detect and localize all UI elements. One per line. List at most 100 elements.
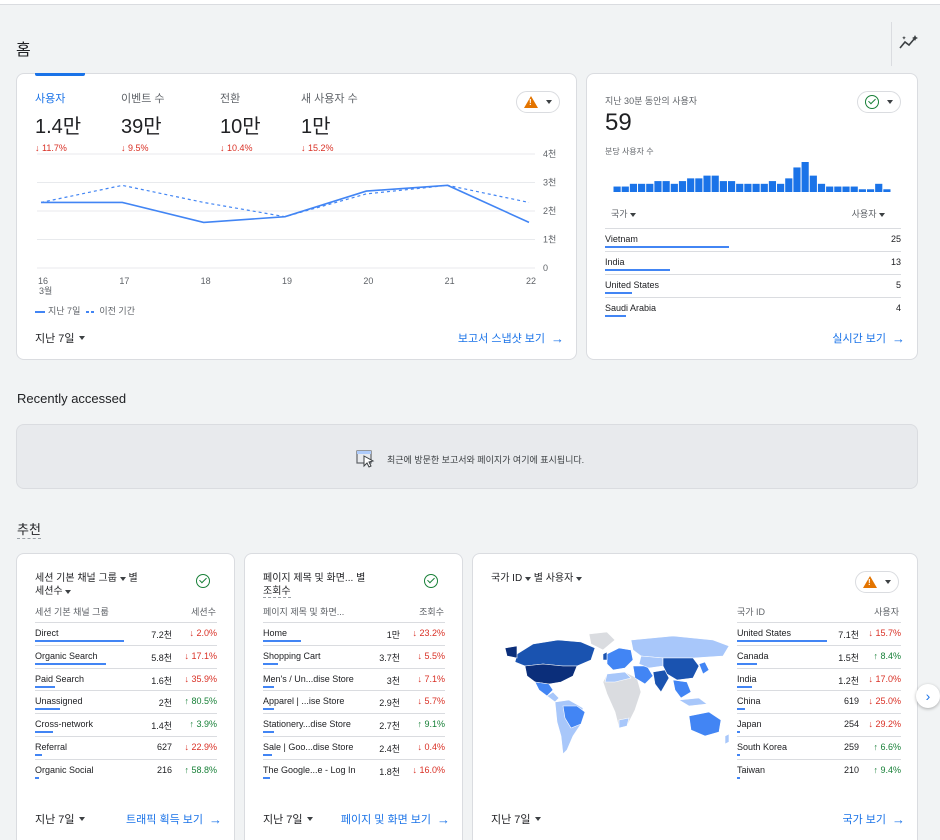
card-title[interactable]: 국가 ID 별 사용자 xyxy=(491,572,583,585)
row-share-bar xyxy=(737,708,746,711)
row-value: 7.1천 xyxy=(838,630,859,640)
row-share-bar xyxy=(737,685,752,688)
view-countries-link[interactable]: 국가 보기 → xyxy=(842,811,905,827)
recently-accessed-title: Recently accessed xyxy=(17,391,127,406)
row-divider xyxy=(263,713,445,715)
realtime-bar xyxy=(760,183,768,192)
view-pages-link[interactable]: 페이지 및 화면 보기 → xyxy=(341,811,450,827)
row-label[interactable]: Men's / Un...dise Store xyxy=(263,673,354,684)
row-label[interactable]: South Korea xyxy=(737,742,788,752)
row-label[interactable]: Referral xyxy=(35,742,68,752)
realtime-bar xyxy=(875,183,883,192)
row-label[interactable]: Unassigned xyxy=(35,696,83,707)
row-label[interactable]: India xyxy=(605,257,625,267)
realtime-bar xyxy=(826,186,834,192)
row-label[interactable]: Canada xyxy=(737,650,769,661)
view-snapshot-link[interactable]: 보고서 스냅샷 보기 → xyxy=(458,330,564,346)
row-label[interactable]: The Google...e - Log In xyxy=(263,764,356,775)
row-divider xyxy=(737,736,901,737)
row-label[interactable]: Organic Search xyxy=(35,650,98,661)
realtime-bar xyxy=(654,181,662,192)
date-range-selector[interactable]: 지난 7일 xyxy=(491,811,541,827)
title-metric: 사용자 xyxy=(545,573,574,584)
metric-new-users[interactable]: 새 사용자 수 1만 ↓ 15.2% xyxy=(301,90,358,153)
row-label[interactable]: Cross-network xyxy=(35,719,94,730)
view-realtime-link[interactable]: 실시간 보기 → xyxy=(832,330,905,346)
row-divider xyxy=(605,297,901,298)
row-label[interactable]: India xyxy=(737,673,757,684)
status-button[interactable] xyxy=(857,91,901,113)
row-label[interactable]: Vietnam xyxy=(605,234,638,244)
date-range-selector[interactable]: 지난 7일 xyxy=(35,811,85,827)
realtime-bar xyxy=(793,167,801,192)
row-label[interactable]: Paid Search xyxy=(35,673,85,684)
map-russia xyxy=(630,635,730,659)
metric-delta: ↓ 15.2% xyxy=(301,143,334,153)
row-delta: ↓ 22.9% xyxy=(184,742,217,752)
row-label[interactable]: Sale | Goo...dise Store xyxy=(263,742,354,752)
row-delta: ↓ 5.5% xyxy=(417,650,445,661)
row-label[interactable]: Shopping Cart xyxy=(263,650,321,661)
x-tick-label: 21 xyxy=(445,276,455,286)
realtime-subtitle: 분당 사용자 수 xyxy=(605,147,654,156)
row-value: 4 xyxy=(895,303,901,313)
link-label: 트래픽 획득 보기 xyxy=(126,814,203,826)
column-header-dimension[interactable]: 세션 기본 채널 그룹 xyxy=(35,607,109,617)
column-header-dimension[interactable]: 국가 ID xyxy=(737,607,766,617)
metric-events[interactable]: 이벤트 수 39만 ↓ 9.5% xyxy=(121,90,165,153)
card-title[interactable]: 세션 기본 채널 그룹 별 세션수 xyxy=(35,572,138,598)
realtime-bar xyxy=(703,175,711,192)
column-header-metric[interactable]: 세션수 xyxy=(191,607,216,617)
row-label[interactable]: Japan xyxy=(737,719,762,730)
arrow-right-icon: → xyxy=(551,330,564,346)
date-range-selector[interactable]: 지난 7일 xyxy=(35,330,85,346)
anomaly-button[interactable] xyxy=(855,571,899,593)
row-label[interactable]: Saudi Arabia xyxy=(605,303,657,313)
column-users[interactable]: 사용자 xyxy=(852,207,885,220)
column-header-metric[interactable]: 사용자 xyxy=(874,607,899,617)
date-range-selector[interactable]: 지난 7일 xyxy=(263,811,313,827)
row-delta: ↓ 5.7% xyxy=(417,696,445,707)
row-label[interactable]: China xyxy=(737,696,761,707)
realtime-value: 59 xyxy=(605,109,632,136)
title-metric: 세션수 xyxy=(35,586,63,597)
row-label[interactable]: Stationery...dise Store xyxy=(263,719,351,730)
status-icon-button[interactable] xyxy=(419,570,443,592)
title-dimension: 페이지 제목 및 화면... xyxy=(263,573,354,584)
recently-accessed-empty: 최근에 방문한 보고서와 페이지가 여기에 표시됩니다. xyxy=(16,424,918,489)
row-label[interactable]: Taiwan xyxy=(737,764,766,775)
column-header-dimension[interactable]: 페이지 제목 및 화면... xyxy=(263,607,345,617)
column-header-metric[interactable]: 조회수 xyxy=(419,607,444,617)
metric-users[interactable]: 사용자 1.4만 ↓ 11.7% xyxy=(35,90,81,153)
anomaly-button[interactable] xyxy=(516,91,560,113)
legend-current-label: 지난 7일 xyxy=(48,306,81,316)
card-title[interactable]: 페이지 제목 및 화면... 별 조회수 xyxy=(263,572,365,598)
row-value: 254 xyxy=(843,719,859,730)
metric-label: 전환 xyxy=(220,93,241,105)
chevron-down-icon xyxy=(78,336,85,340)
column-label: 사용자 xyxy=(851,209,877,219)
view-acquisition-link[interactable]: 트래픽 획득 보기 → xyxy=(126,811,222,827)
row-label[interactable]: Direct xyxy=(35,628,59,638)
status-icon-button[interactable] xyxy=(191,570,215,592)
x-tick-label: 17 xyxy=(119,276,129,286)
row-label[interactable]: Home xyxy=(263,628,288,638)
row-label[interactable]: Organic Social xyxy=(35,764,94,775)
realtime-bar xyxy=(817,183,826,192)
pages-card: 페이지 제목 및 화면... 별 조회수 Home 1만 ↓ 23.2% Shoppi… xyxy=(244,553,463,840)
row-share-bar xyxy=(263,776,271,779)
legend-dashed-swatch xyxy=(86,310,97,313)
row-label[interactable]: Apparel | ...ise Store xyxy=(263,696,345,707)
row-label[interactable]: United States xyxy=(605,280,660,290)
realtime-bar xyxy=(711,175,719,192)
row-label[interactable]: United States xyxy=(737,628,792,638)
insights-icon[interactable] xyxy=(898,33,920,53)
metric-value: 1만 xyxy=(301,116,331,138)
realtime-bar xyxy=(678,181,687,192)
column-country[interactable]: 국가 xyxy=(611,207,637,220)
realtime-bar xyxy=(777,183,785,192)
chevron-down-icon xyxy=(65,590,72,594)
next-cards-button[interactable]: › xyxy=(916,684,940,708)
metric-conversions[interactable]: 전환 10만 ↓ 10.4% xyxy=(220,90,261,153)
legend-solid-swatch xyxy=(35,310,45,313)
